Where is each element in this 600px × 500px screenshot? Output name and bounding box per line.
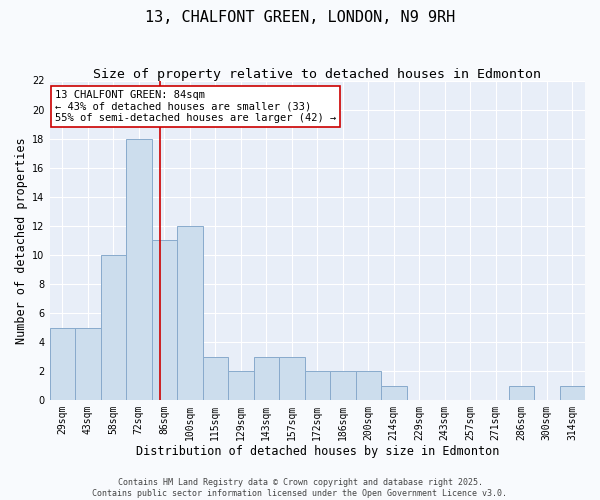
Bar	[177, 226, 203, 400]
Bar	[228, 371, 254, 400]
Bar	[101, 255, 126, 400]
Y-axis label: Number of detached properties: Number of detached properties	[15, 137, 28, 344]
Text: 13 CHALFONT GREEN: 84sqm
← 43% of detached houses are smaller (33)
55% of semi-d: 13 CHALFONT GREEN: 84sqm ← 43% of detach…	[55, 90, 336, 124]
Bar	[279, 356, 305, 400]
Title: Size of property relative to detached houses in Edmonton: Size of property relative to detached ho…	[93, 68, 541, 80]
Text: 13, CHALFONT GREEN, LONDON, N9 9RH: 13, CHALFONT GREEN, LONDON, N9 9RH	[145, 10, 455, 25]
Bar	[356, 371, 381, 400]
Bar	[126, 138, 152, 400]
Bar	[152, 240, 177, 400]
Bar	[50, 328, 75, 400]
Bar	[75, 328, 101, 400]
Bar	[330, 371, 356, 400]
Bar	[381, 386, 407, 400]
Bar	[305, 371, 330, 400]
X-axis label: Distribution of detached houses by size in Edmonton: Distribution of detached houses by size …	[136, 444, 499, 458]
Bar	[560, 386, 585, 400]
Bar	[254, 356, 279, 400]
Bar	[203, 356, 228, 400]
Text: Contains HM Land Registry data © Crown copyright and database right 2025.
Contai: Contains HM Land Registry data © Crown c…	[92, 478, 508, 498]
Bar	[509, 386, 534, 400]
